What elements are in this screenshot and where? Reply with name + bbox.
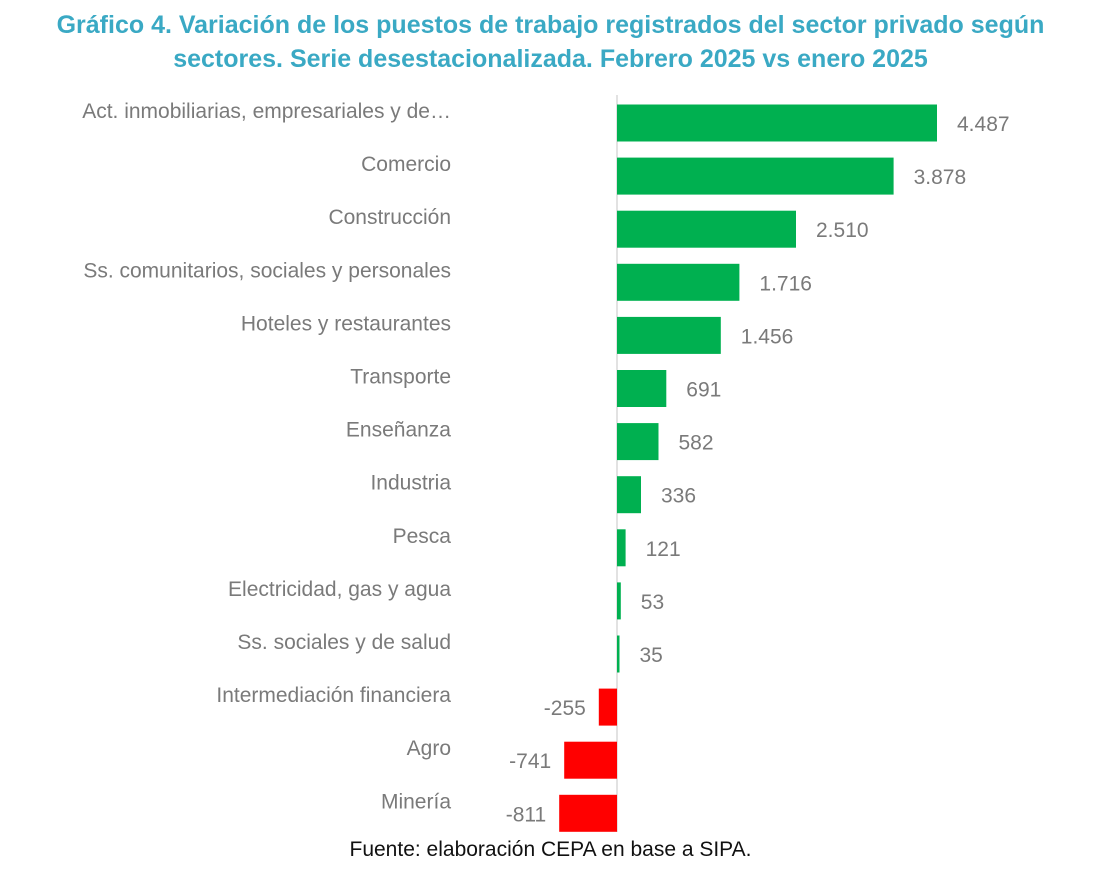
bar-11 [598,688,617,726]
value-label-7: 336 [661,485,696,508]
value-label-3: 1.716 [759,272,812,295]
category-label-4: Hoteles y restaurantes [241,312,451,335]
bar-0 [617,104,937,142]
category-labels-group: Act. inmobiliarias, empresariales y de… C… [82,100,451,813]
value-label-13: -811 [506,803,546,826]
category-label-9: Electricidad, gas y agua [228,578,451,601]
category-label-3: Ss. comunitarios, sociales y personales [83,259,451,282]
category-label-1: Comercio [361,153,451,176]
category-label-7: Industria [370,472,451,495]
category-label-0: Act. inmobiliarias, empresariales y de… [82,100,451,123]
value-label-4: 1.456 [741,325,794,348]
value-label-2: 2.510 [816,219,869,242]
bar-6 [617,423,659,461]
value-label-11: -255 [544,697,586,720]
value-label-5: 691 [686,379,721,402]
value-label-12: -741 [509,750,551,773]
chart-title-line-2: sectores. Serie desestacionalizada. Febr… [173,45,928,73]
value-label-9: 53 [641,591,664,614]
bar-12 [564,741,617,779]
value-label-1: 3.878 [914,166,967,189]
category-label-2: Construcción [328,206,451,229]
bar-13 [559,794,617,832]
value-label-6: 582 [679,432,714,455]
value-label-0: 4.487 [957,113,1010,136]
category-label-12: Agro [407,737,451,760]
bar-1 [617,157,894,195]
category-label-6: Enseñanza [346,419,451,442]
bar-9 [617,582,621,620]
value-labels-group: 4.487 3.878 2.510 1.716 1.456 691 582 336 121 53 3… [506,113,1010,826]
chart-title-line-1: Gráfico 4. Variación de los puestos de t… [56,11,1045,39]
bar-3 [617,263,740,301]
bar-4 [617,316,721,354]
bar-5 [617,370,667,407]
category-label-11: Intermediación financiera [216,684,451,707]
value-label-8: 121 [646,538,681,561]
value-label-10: 35 [640,644,663,667]
bar-7 [617,476,641,514]
category-label-10: Ss. sociales y de salud [237,631,451,654]
category-label-13: Minería [381,790,451,813]
bar-8 [617,529,626,567]
bar-2 [617,210,796,248]
source-note: Fuente: elaboración CEPA en base a SIPA. [349,838,752,861]
chart-title: Gráfico 4. Variación de los puestos de t… [0,8,1101,76]
category-label-5: Transporte [350,366,451,389]
bar-10 [617,635,620,673]
bars-group [559,104,937,832]
category-label-8: Pesca [393,525,452,548]
